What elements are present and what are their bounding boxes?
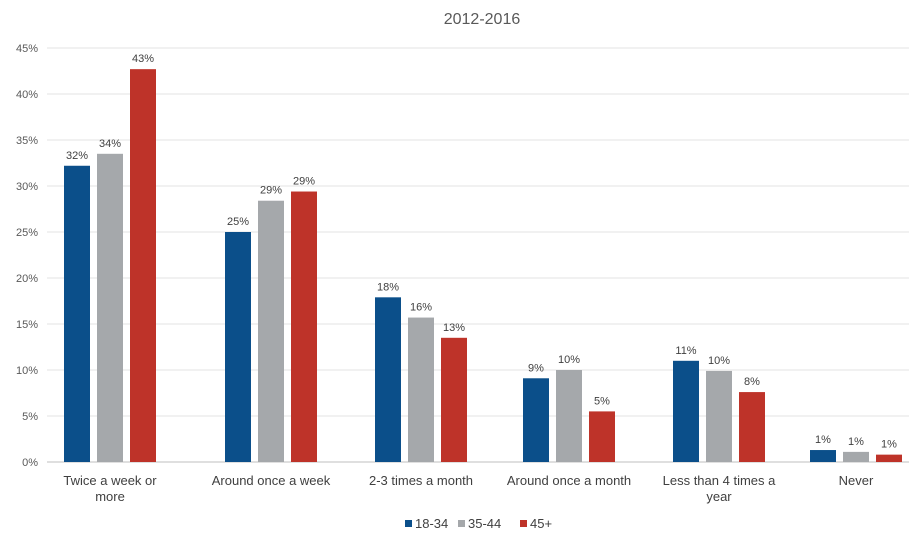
bar: [876, 454, 902, 462]
x-axis: Twice a week or more Around once a week 2-3…: [63, 473, 874, 504]
data-label: 10%: [558, 354, 580, 366]
bar: [97, 153, 123, 463]
bar: [523, 378, 549, 462]
legend-swatch: [458, 520, 465, 527]
data-label: 9%: [528, 362, 544, 374]
y-tick-label: 5%: [22, 411, 38, 423]
bar: [589, 411, 615, 462]
legend-swatch: [520, 520, 527, 527]
chart-title: 2012-2016: [444, 11, 521, 28]
data-label: 29%: [260, 185, 282, 197]
bar: [673, 360, 699, 462]
legend-label: 18-34: [415, 516, 448, 531]
y-tick-label: 15%: [16, 319, 38, 331]
data-labels: 32% 25% 18% 9% 11% 1% 34% 29% 16% 10% 10% 1% 43% 29% 1…: [66, 53, 897, 450]
bars: [64, 69, 902, 463]
data-label: 34%: [99, 138, 121, 150]
y-tick-label: 0%: [22, 457, 38, 469]
data-label: 43%: [132, 53, 154, 65]
data-label: 32%: [66, 150, 88, 162]
bar: [843, 451, 869, 462]
bar: [441, 337, 467, 462]
data-label: 10%: [708, 355, 730, 367]
data-label: 25%: [227, 216, 249, 228]
bar: [375, 297, 401, 462]
bar: [706, 370, 732, 462]
legend-label: 35-44: [468, 516, 501, 531]
x-tick-label: Never: [839, 473, 874, 488]
y-tick-label: 40%: [16, 89, 38, 101]
y-tick-label: 35%: [16, 135, 38, 147]
bar: [291, 191, 317, 462]
x-tick-label: Twice a week or more: [63, 473, 157, 504]
data-label: 1%: [848, 436, 864, 448]
bar: [64, 165, 90, 462]
bar: [130, 69, 156, 462]
data-label: 1%: [815, 434, 831, 446]
data-label: 8%: [744, 376, 760, 388]
data-label: 1%: [881, 439, 897, 451]
bar: [810, 450, 836, 462]
bar: [408, 317, 434, 462]
gridlines: [47, 47, 909, 463]
bar: [225, 232, 251, 462]
data-label: 18%: [377, 281, 399, 293]
bar: [556, 370, 582, 462]
y-tick-label: 30%: [16, 181, 38, 193]
y-axis: 0% 5% 10% 15% 20% 25% 30% 35% 40% 45%: [16, 43, 38, 469]
y-tick-label: 25%: [16, 227, 38, 239]
x-tick-label: Around once a month: [507, 473, 631, 488]
bar: [258, 200, 284, 462]
x-tick-label: Less than 4 times a year: [663, 473, 776, 504]
x-tick-label: 2-3 times a month: [369, 473, 473, 488]
data-label: 5%: [594, 395, 610, 407]
legend-label: 45+: [530, 516, 552, 531]
y-tick-label: 10%: [16, 365, 38, 377]
data-label: 11%: [675, 345, 696, 357]
data-label: 16%: [410, 302, 432, 314]
bar: [739, 392, 765, 462]
legend: 18-34 35-44 45+: [405, 516, 552, 531]
y-tick-label: 20%: [16, 273, 38, 285]
legend-swatch: [405, 520, 412, 527]
y-tick-label: 45%: [16, 43, 38, 55]
x-tick-label: Around once a week: [212, 473, 331, 488]
data-label: 29%: [293, 176, 315, 188]
data-label: 13%: [443, 322, 465, 334]
